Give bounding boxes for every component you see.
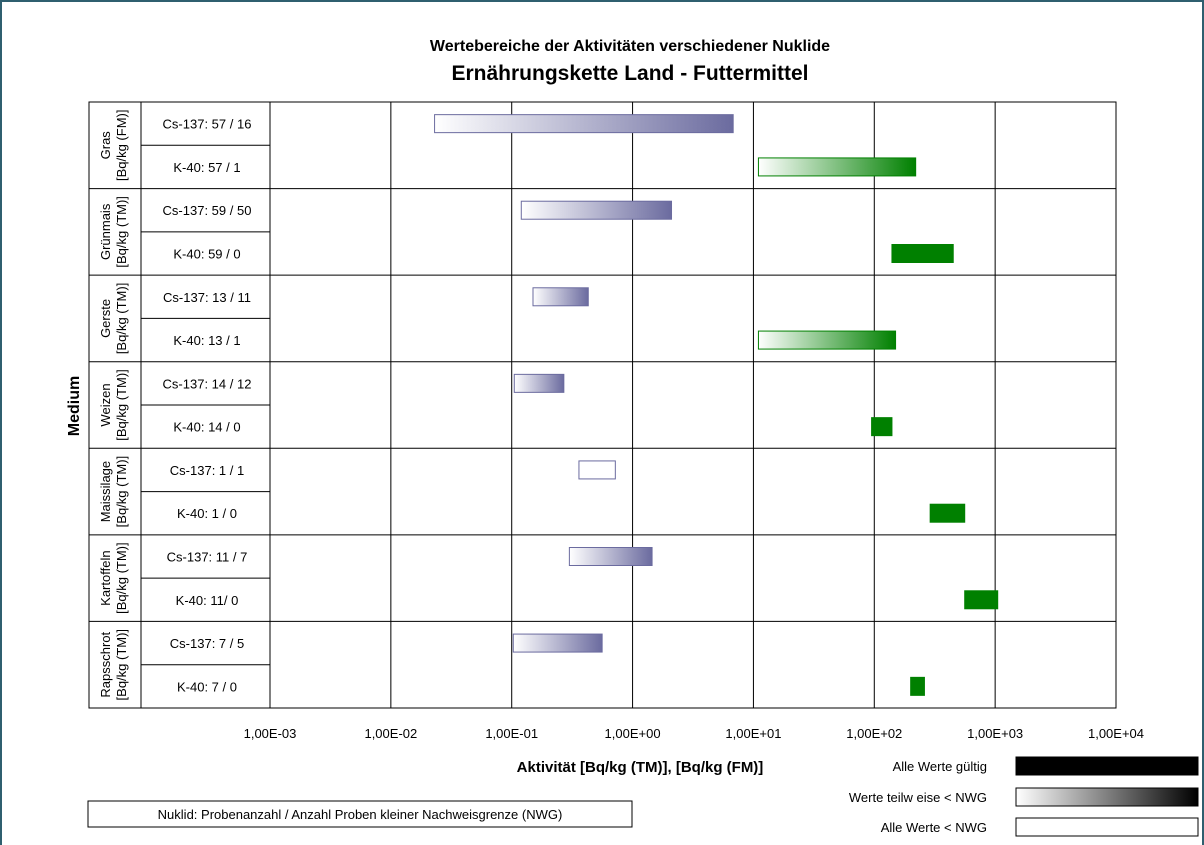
x-tick-label: 1,00E-02 xyxy=(364,726,417,741)
unit-label: [Bq/kg (FM)] xyxy=(114,110,129,182)
chart-subtitle: Ernährungskette Land - Futtermittel xyxy=(451,62,808,85)
row-label: K-40: 14 / 0 xyxy=(173,420,240,435)
range-bar xyxy=(757,157,917,177)
y-axis-label: Medium xyxy=(66,376,83,436)
range-bar xyxy=(910,676,925,696)
range-bar xyxy=(891,244,954,263)
row-label: K-40: 59 / 0 xyxy=(173,247,240,262)
row-label: Cs-137: 13 / 11 xyxy=(163,290,251,305)
range-bar xyxy=(929,503,966,523)
legend-swatch xyxy=(1015,756,1199,776)
x-tick-label: 1,00E+04 xyxy=(1088,726,1144,741)
medium-label: Rapsschrot xyxy=(98,631,113,697)
range-bar xyxy=(520,200,673,220)
x-tick-label: 1,00E+02 xyxy=(846,726,902,741)
row-label: K-40: 7 / 0 xyxy=(177,679,237,694)
range-bar xyxy=(512,633,603,653)
row-label: Cs-137: 57 / 16 xyxy=(163,117,252,132)
row-label: K-40: 13 / 1 xyxy=(173,333,240,348)
x-tick-label: 1,00E+01 xyxy=(725,726,781,741)
row-label: Cs-137: 11 / 7 xyxy=(167,550,248,565)
row-label: K-40: 57 / 1 xyxy=(173,160,240,175)
row-label: Cs-137: 14 / 12 xyxy=(163,376,252,391)
unit-label: [Bq/kg (TM)] xyxy=(114,456,129,528)
x-tick-label: 1,00E-03 xyxy=(244,726,297,741)
row-label: Cs-137: 1 / 1 xyxy=(170,463,244,478)
plot-border xyxy=(88,101,1117,709)
x-axis-label: Aktivität [Bq/kg (TM)], [Bq/kg (FM)] xyxy=(517,759,764,776)
note-box xyxy=(87,800,633,828)
legend-label: Werte teilw eise < NWG xyxy=(849,790,987,805)
medium-label: Weizen xyxy=(98,383,113,426)
unit-label: [Bq/kg (TM)] xyxy=(114,283,129,355)
range-bar xyxy=(434,114,734,134)
medium-label: Gras xyxy=(98,131,113,160)
range-bar xyxy=(578,460,616,480)
x-tick-label: 1,00E-01 xyxy=(485,726,538,741)
x-tick-label: 1,00E+03 xyxy=(967,726,1023,741)
plot-area: 1,00E-03 1,00E-02 1,00E-01 1,00E+00 1,00E+01… xyxy=(88,101,1144,741)
range-bar xyxy=(513,373,565,393)
medium-label: Maissilage xyxy=(98,461,113,522)
row-label: K-40: 1 / 0 xyxy=(177,506,237,521)
legend-swatch xyxy=(1015,817,1199,837)
range-bar xyxy=(532,287,589,307)
medium-label: Gerste xyxy=(98,299,113,338)
note-text: Nuklid: Probenanzahl / Anzahl Proben kle… xyxy=(158,807,563,822)
unit-label: [Bq/kg (TM)] xyxy=(114,369,129,441)
legend-swatch xyxy=(1015,787,1199,807)
range-bar xyxy=(568,547,653,566)
legend-label: Alle Werte gültig xyxy=(893,759,987,774)
legend-label: Alle Werte < NWG xyxy=(881,820,987,835)
unit-label: [Bq/kg (TM)] xyxy=(114,629,129,701)
chart-title: Wertebereiche der Aktivitäten verschiede… xyxy=(430,38,830,55)
unit-label: [Bq/kg (TM)] xyxy=(114,542,129,614)
range-bar xyxy=(871,417,893,437)
row-label: K-40: 11/ 0 xyxy=(176,593,239,608)
row-label: Cs-137: 59 / 50 xyxy=(163,203,252,218)
unit-label: [Bq/kg (TM)] xyxy=(114,196,129,268)
x-tick-label: 1,00E+00 xyxy=(605,726,661,741)
legend: Alle Werte gültig Werte teilw eise < NWG A… xyxy=(849,756,1199,837)
row-label: Cs-137: 7 / 5 xyxy=(170,636,244,651)
medium-label: Kartoffeln xyxy=(98,550,113,605)
medium-label: Grünmais xyxy=(98,203,113,260)
range-bar xyxy=(964,590,999,610)
range-bar xyxy=(757,330,897,350)
